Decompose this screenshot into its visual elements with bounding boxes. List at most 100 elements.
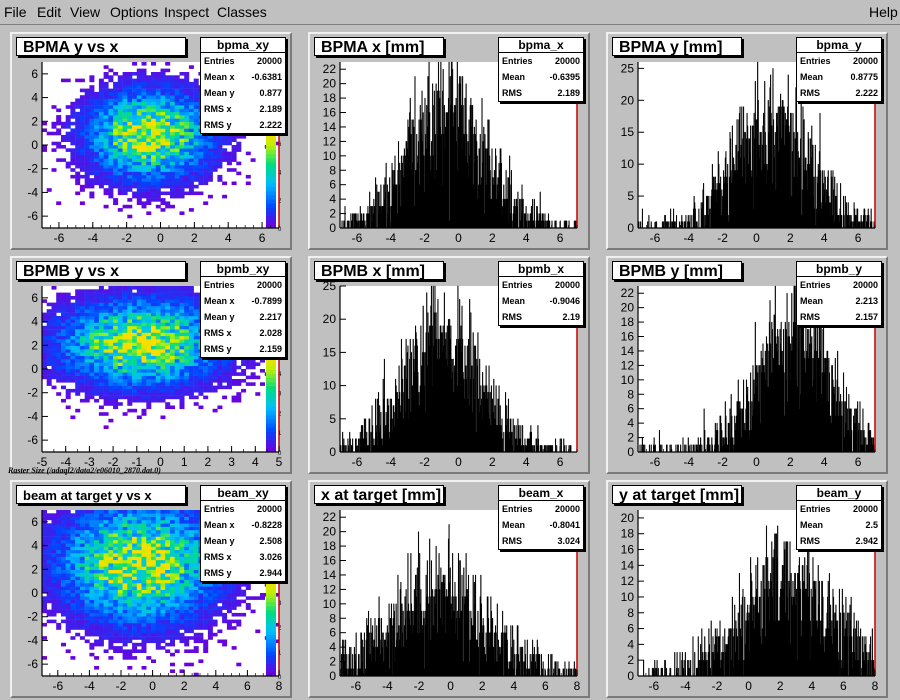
stats-key: Entries — [502, 504, 533, 514]
y-tick-label: 14 — [323, 120, 337, 134]
x-tick-label: 0 — [455, 455, 462, 469]
x-tick-label: -2 — [717, 455, 728, 469]
y-tick-label: 0 — [31, 586, 38, 600]
pad-bpmb_x[interactable]: -6 -4 -2 0 2 4 6 0 5 10 15 20 25 BPMB x [mm] bpmb_x Ent… — [308, 256, 590, 474]
x-tick-label: -2 — [116, 679, 127, 693]
x-tick-label: 4 — [821, 455, 828, 469]
x-tick-label: 8 — [872, 679, 879, 693]
stats-value: 20000 — [554, 504, 580, 514]
menu-view[interactable]: View — [70, 4, 101, 20]
x-tick-label: 6 — [557, 231, 564, 245]
stats-row: Entries 20000 — [201, 277, 285, 293]
histogram-bars — [638, 61, 875, 229]
y-tick-label: 0 — [627, 669, 634, 683]
stats-row: RMS x 3.026 — [201, 549, 285, 565]
stats-value: 2.19 — [562, 312, 580, 322]
stats-value: 2.213 — [855, 296, 878, 306]
y-tick-label: 4 — [31, 539, 38, 553]
stats-key: Mean y — [204, 88, 235, 98]
stats-key: Mean x — [204, 72, 235, 82]
x-tick-label: 6 — [557, 455, 564, 469]
pad-bpma_x[interactable]: -6 -4 -2 0 2 4 6 0 2 4 6 8 10 12 14 16 18 20 22 BPMA x [mm]… — [308, 32, 590, 250]
x-tick-label: 5 — [276, 455, 283, 469]
y-tick-label: 14 — [323, 568, 337, 582]
stats-value: 20000 — [852, 56, 878, 66]
plot-bpmb_x: -6 -4 -2 0 2 4 6 0 5 10 15 20 25 — [323, 279, 578, 469]
menu-file[interactable]: File — [4, 4, 27, 20]
y-tick-label: 2 — [627, 431, 634, 445]
x-tick-label: -3 — [84, 455, 95, 469]
stats-value: 3.024 — [557, 536, 580, 546]
x-tick-label: 4 — [225, 231, 232, 245]
pad-beam_x[interactable]: -6 -4 -2 0 2 4 6 8 0 2 4 6 8 10 12 14 16 18 20 22 x at targe… — [308, 480, 590, 698]
menu-options[interactable]: Options — [110, 4, 159, 20]
y-tick-label: 20 — [323, 77, 337, 91]
x-tick-label: -2 — [414, 679, 425, 693]
heatmap-cells — [42, 62, 280, 219]
x-tick-label: 0 — [157, 231, 164, 245]
pad-beam_y[interactable]: -6 -4 -2 0 2 4 6 8 0 2 4 6 8 10 12 14 16 18 20 y at target … — [606, 480, 888, 698]
y-tick-label: 0 — [627, 445, 634, 459]
stats-row: Entries 20000 — [499, 277, 583, 293]
color-palette: 0 1 2 3 4 — [266, 353, 282, 457]
menu-edit[interactable]: Edit — [37, 4, 62, 20]
y-tick-label: 18 — [621, 315, 635, 329]
y-tick-label: 10 — [621, 373, 635, 387]
stats-row: Entries 20000 — [201, 501, 285, 517]
x-tick-label: 2 — [191, 231, 198, 245]
stats-row: Mean y 2.508 — [201, 533, 285, 549]
stats-row: Mean y 0.877 — [201, 85, 285, 101]
stats-value: 20000 — [256, 280, 282, 290]
stats-key: RMS — [502, 536, 522, 546]
pad-beam_xy[interactable]: 0 1 2 3 -6 -4 -2 0 2 4 6 8 -6 -4 -2 0 2 4 6 beam at target … — [10, 480, 292, 698]
y-tick-label: 22 — [621, 286, 635, 300]
stats-name: bpma_xy — [201, 38, 285, 53]
menu-classes[interactable]: Classes — [217, 4, 267, 20]
x-tick-label: 8 — [574, 679, 581, 693]
y-tick-label: 10 — [323, 597, 337, 611]
stats-value: 2.942 — [855, 536, 878, 546]
x-tick-label: 2 — [489, 455, 496, 469]
stats-key: RMS x — [204, 328, 232, 338]
palette-tick-label: 2 — [278, 411, 282, 417]
y-tick-label: 20 — [323, 312, 337, 326]
menu-inspect[interactable]: Inspect — [164, 4, 210, 20]
pad-bpmb_xy[interactable]: 0 1 2 3 4 -5 -4 -3 -2 -1 0 1 2 3 4 5 -6 -4 -2 0 2 4 6 BPMB y vs… — [10, 256, 292, 474]
pad-bpmb_y[interactable]: -6 -4 -2 0 2 4 6 0 2 4 6 8 10 12 14 16 18 20 22 BPMB y [mm]… — [606, 256, 888, 474]
pad-title: BPMB y [mm] — [612, 261, 742, 280]
x-tick-label: -6 — [650, 231, 661, 245]
y-tick-label: 2 — [627, 653, 634, 667]
y-tick-label: 4 — [31, 91, 38, 105]
pad-bpma_y[interactable]: -6 -4 -2 0 2 4 6 0 5 10 15 20 25 BPMA y [mm] bpma_y Ent… — [606, 32, 888, 250]
x-tick-label: 3 — [228, 455, 235, 469]
stats-value: 3.026 — [259, 552, 282, 562]
x-tick-label: 2 — [787, 231, 794, 245]
stats-key: RMS y — [204, 568, 232, 578]
stats-box: bpmb_xy Entries 20000 Mean x -0.7899 Mean y 2.… — [200, 261, 286, 358]
stats-row: Entries 20000 — [797, 501, 881, 517]
x-tick-label: -2 — [121, 231, 132, 245]
stats-key: Entries — [502, 280, 533, 290]
stats-key: RMS — [502, 88, 522, 98]
stats-row: Mean x -0.7899 — [201, 293, 285, 309]
y-tick-label: 0 — [329, 221, 336, 235]
pad-title: x at target [mm] — [314, 485, 444, 504]
stats-name: bpmb_y — [797, 262, 881, 277]
y-tick-label: 20 — [323, 525, 337, 539]
pad-bpma_xy[interactable]: 0 2 4 6 -6 -4 -2 0 2 4 6 -6 -4 -2 0 2 4 6 BPMA y vs x bpma_… — [10, 32, 292, 250]
stats-key: Mean — [800, 72, 824, 82]
color-palette: 0 2 4 6 — [266, 129, 282, 233]
x-tick-label: -4 — [385, 231, 396, 245]
stats-row: RMS x 2.189 — [201, 101, 285, 117]
stats-row: RMS x 2.028 — [201, 325, 285, 341]
x-tick-label: 2 — [787, 455, 794, 469]
stats-name: beam_x — [499, 486, 583, 501]
stats-value: 20000 — [554, 280, 580, 290]
y-tick-label: 8 — [627, 387, 634, 401]
stats-key: Mean x — [204, 520, 235, 530]
x-tick-label: -2 — [717, 231, 728, 245]
y-tick-label: 15 — [323, 345, 337, 359]
menu-help[interactable]: Help — [869, 4, 898, 20]
x-tick-label: 6 — [542, 679, 549, 693]
